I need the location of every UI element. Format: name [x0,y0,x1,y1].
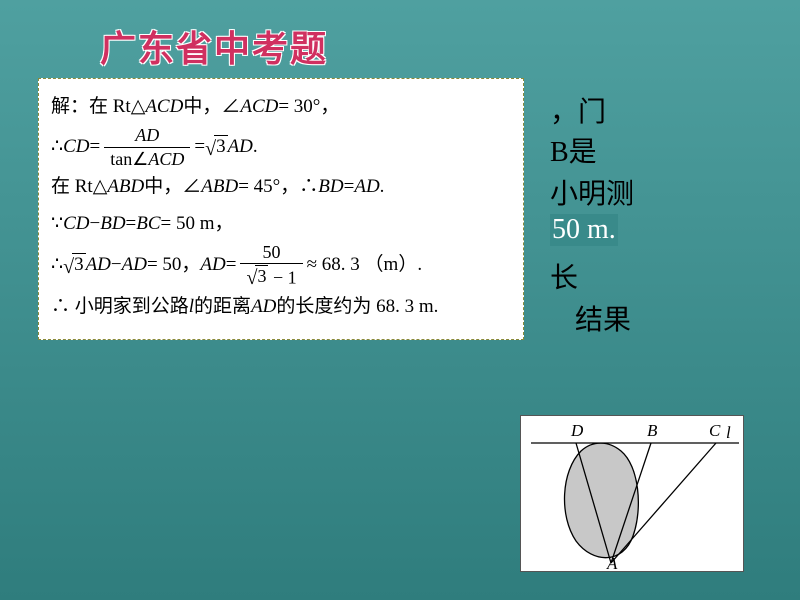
t: CD [63,206,89,242]
t: AD [86,247,111,283]
solution-box: 解：在 Rt△ ACD 中，∠ ACD = 30°， ∴ CD = AD tan… [38,78,524,340]
t: 中，∠ [183,89,240,125]
t: tan∠ [110,149,148,169]
t: ≈ 68. 3 （m）. [307,247,422,283]
t: − 1 [268,268,296,288]
bg-text-6: 结果 [575,298,631,338]
t: . [380,169,385,205]
sol-line-4: ∵ CD − BD = BC = 50 m， [51,206,511,242]
label-l: l [726,423,731,442]
t: AD [354,169,379,205]
t: − [90,206,101,242]
t: 解：在 Rt△ [51,89,145,125]
t: CD [63,129,89,165]
t: 的距离 [194,289,251,325]
t: ∴ [51,247,63,283]
sqrt: √3 [63,253,85,277]
sol-line-5: ∴ √3 AD − AD = 50， AD = 50 √3 − 1 ≈ 68. … [51,242,511,289]
t: AD [228,129,253,165]
t: tan∠ACD [104,147,190,170]
bg-text-3: 小明测 [550,172,634,212]
sol-line-2: ∴ CD = AD tan∠ACD = √3 AD . [51,125,511,169]
t: AD [251,289,276,325]
t: 3 [214,135,228,159]
sol-line-1: 解：在 Rt△ ACD 中，∠ ACD = 30°， [51,89,511,125]
t: ACD [240,89,278,125]
t: = [344,169,355,205]
t: 3 [72,253,86,277]
label-A: A [606,554,618,571]
t: BD [318,169,343,205]
t: ABD [107,169,144,205]
diagram-svg: D B C l A [521,416,743,571]
label-B: B [647,421,658,440]
label-D: D [570,421,584,440]
sqrt: √3 [246,265,268,288]
bg-text-1: ，门 [550,90,606,130]
t: . [253,129,258,165]
t: √3 − 1 [240,263,302,288]
t: 3 [255,265,268,288]
t: ACD [148,149,184,169]
bg-text-5: 长 [550,256,578,296]
t: 的长度约为 68. 3 m. [276,289,438,325]
pond-shape [565,443,639,558]
t: 中，∠ [144,169,201,205]
t: 50 [257,242,287,264]
t: BD [100,206,125,242]
t: = 50 m， [161,206,234,242]
t: = 45°，∴ [238,169,318,205]
title-text: 广东省中考题 [100,29,328,69]
t: BC [136,206,160,242]
sol-line-6: ∴ 小明家到公路 l 的距离 AD 的长度约为 68. 3 m. [51,289,511,325]
t: AD [122,247,147,283]
slide: 广东省中考题 ，门 B是 小明测 50 m. 长 结果 解：在 Rt△ ACD … [0,0,800,600]
t: = [90,129,101,165]
bg-text-2: B是 [550,130,597,170]
t: = [194,129,205,165]
t: AD [129,125,165,147]
t: ACD [145,89,183,125]
t: = 30°， [278,89,339,125]
label-C: C [709,421,721,440]
sqrt: √3 [205,135,227,159]
t: ∴ 小明家到公路 [51,289,189,325]
t: ∴ [51,129,63,165]
t: − [111,247,122,283]
t: ∵ [51,206,63,242]
geometry-diagram: D B C l A [520,415,744,572]
t: ABD [201,169,238,205]
t: = 50， [147,247,200,283]
t: AD [200,247,225,283]
sol-line-3: 在 Rt△ ABD 中，∠ ABD = 45°，∴ BD = AD . [51,169,511,205]
t: = [126,206,137,242]
slide-title: 广东省中考题 [100,20,328,72]
fraction-1: AD tan∠ACD [104,125,190,169]
bg-text-4: 50 m. [550,214,618,246]
fraction-2: 50 √3 − 1 [240,242,302,289]
t: 在 Rt△ [51,169,107,205]
t: = [226,247,237,283]
